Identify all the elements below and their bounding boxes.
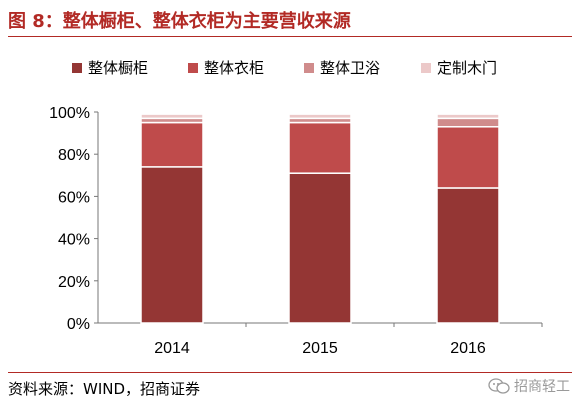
x-tick-label: 2014 <box>154 340 190 357</box>
legend-swatch <box>421 63 431 73</box>
bar-segment <box>288 172 352 324</box>
legend-label: 整体橱柜 <box>88 59 148 77</box>
x-axis-labels: 2014 2015 2016 <box>154 340 486 357</box>
source-rule <box>8 372 572 373</box>
watermark-text: 招商轻工 <box>514 379 570 395</box>
bar-segment <box>288 121 352 174</box>
bar-segment <box>140 113 204 120</box>
wechat-icon <box>488 378 510 394</box>
legend-swatch <box>188 63 198 73</box>
stacked-bar-chart: 整体橱柜 整体衣柜 整体卫浴 定制木门 2014 2015 2016 0% 20% 40% 60… <box>49 59 543 357</box>
legend-label: 定制木门 <box>437 59 497 77</box>
y-tick-label: 80% <box>58 147 90 164</box>
legend-label: 整体衣柜 <box>204 59 264 77</box>
legend-swatch <box>72 63 82 73</box>
x-tick-label: 2016 <box>450 340 486 357</box>
legend-swatch <box>304 63 314 73</box>
bar-segment <box>436 187 500 324</box>
bar-segment <box>436 113 500 120</box>
y-tick-label: 60% <box>58 189 90 206</box>
bar-segment <box>436 126 500 189</box>
y-tick-label: 0% <box>67 316 90 333</box>
y-tick-label: 100% <box>49 105 90 122</box>
y-tick-label: 20% <box>58 274 90 291</box>
y-axis-labels: 0% 20% 40% 60% 80% 100% <box>49 105 90 333</box>
chart-legend: 整体橱柜 整体衣柜 整体卫浴 定制木门 <box>72 59 497 77</box>
bar-segment <box>288 113 352 120</box>
y-tick-label: 40% <box>58 232 90 249</box>
source-note: 资料来源：WIND，招商证券 <box>8 380 201 398</box>
bar-segment <box>140 121 204 168</box>
bar-segment <box>140 166 204 324</box>
x-tick-label: 2015 <box>302 340 338 357</box>
bar-segment <box>436 117 500 128</box>
chart-bars <box>140 113 500 324</box>
figure-title: 图 8：整体橱柜、整体衣柜为主要营收来源 <box>8 11 351 32</box>
legend-label: 整体卫浴 <box>320 59 380 77</box>
title-rule <box>8 36 572 37</box>
watermark: 招商轻工 <box>488 376 570 396</box>
